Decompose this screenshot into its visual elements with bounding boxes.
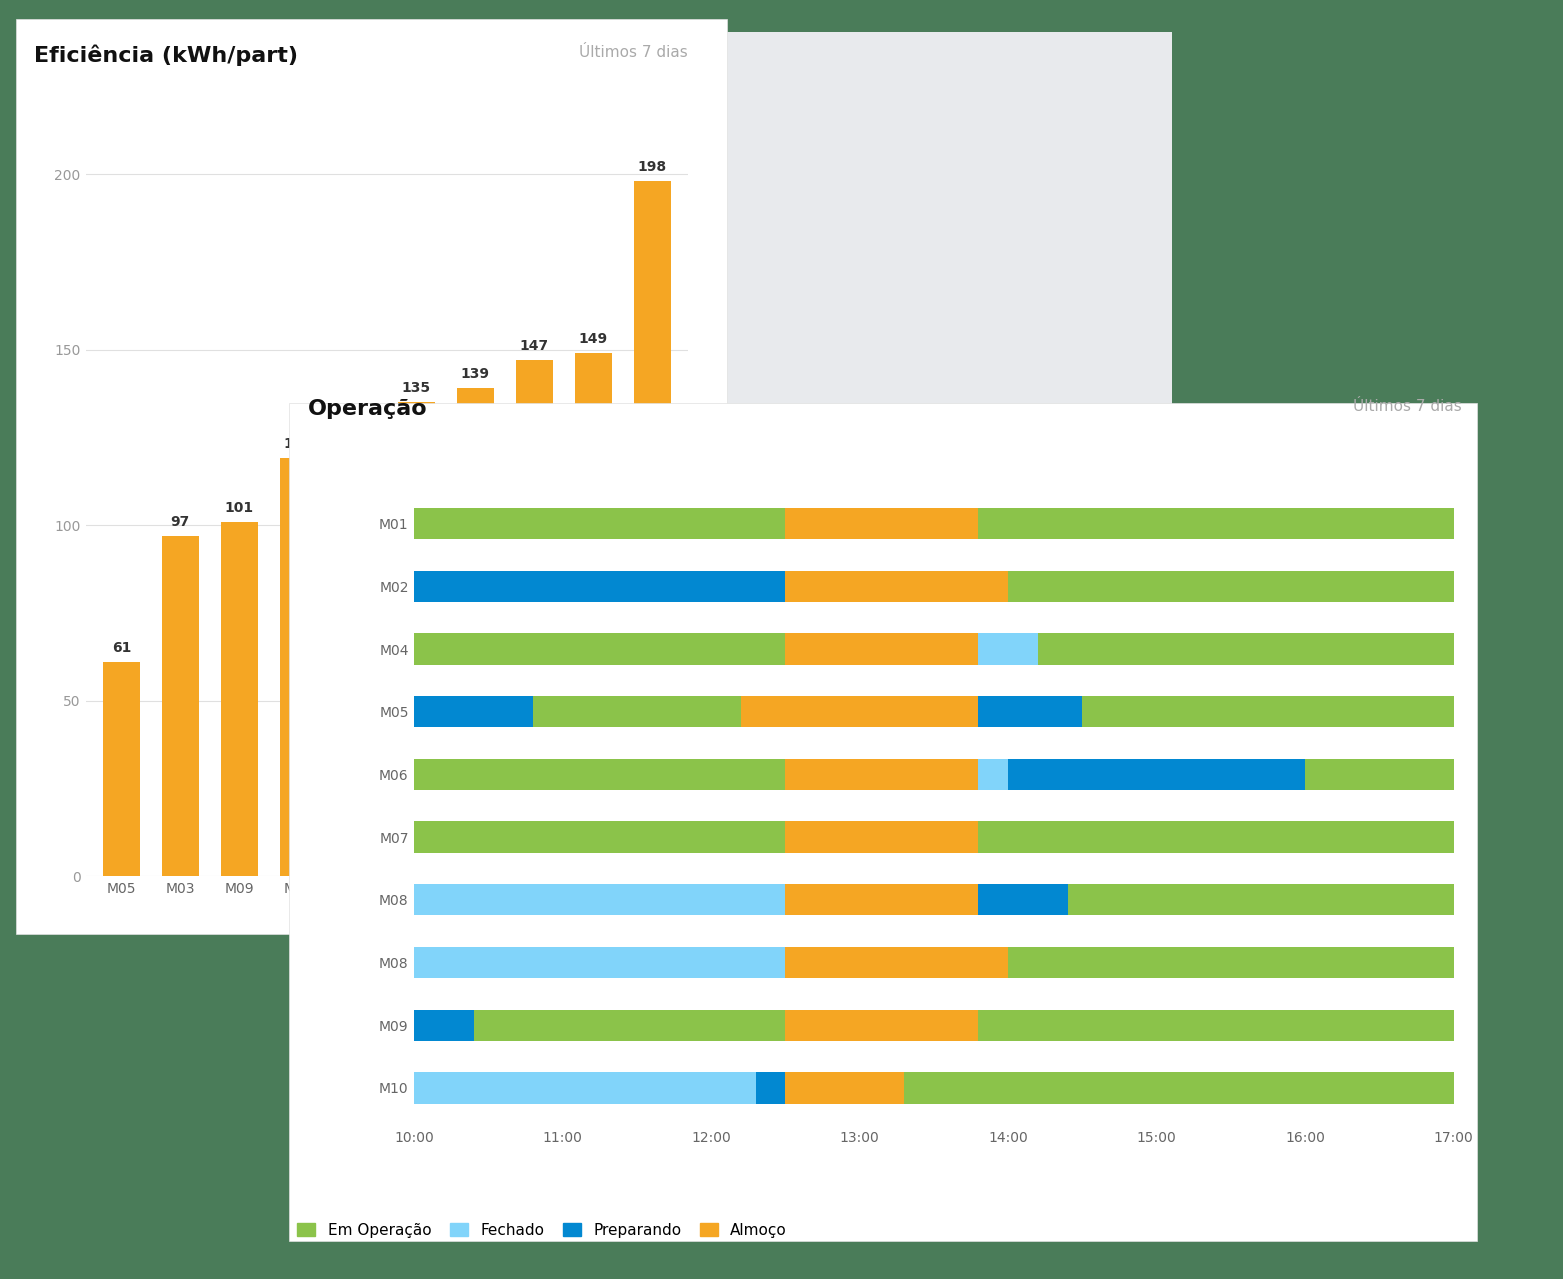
Bar <box>1082 696 1454 728</box>
Bar <box>978 821 1454 853</box>
Bar <box>414 633 785 665</box>
Text: Últimos 7 dias: Últimos 7 dias <box>1352 399 1461 414</box>
Bar <box>635 182 671 876</box>
Bar <box>456 389 494 876</box>
Bar <box>533 696 741 728</box>
Bar <box>785 758 978 790</box>
Text: 198: 198 <box>638 160 667 174</box>
Bar <box>414 508 785 540</box>
Bar <box>978 696 1082 728</box>
Bar <box>785 821 978 853</box>
Bar <box>785 884 978 916</box>
Bar <box>978 633 1038 665</box>
Bar <box>516 361 553 876</box>
Bar <box>785 508 978 540</box>
Bar <box>414 758 785 790</box>
Bar <box>1068 884 1454 916</box>
Text: 97: 97 <box>170 514 191 528</box>
Bar <box>220 522 258 876</box>
Bar <box>414 696 533 728</box>
Bar <box>785 946 1008 978</box>
Text: 126: 126 <box>342 413 372 427</box>
Bar <box>741 696 978 728</box>
Text: 101: 101 <box>225 500 253 514</box>
Text: 149: 149 <box>578 333 608 347</box>
Bar <box>414 884 785 916</box>
Bar <box>978 508 1454 540</box>
Bar <box>1008 946 1454 978</box>
Bar <box>978 1009 1454 1041</box>
Bar <box>756 1072 785 1104</box>
Bar <box>978 758 1008 790</box>
Bar <box>903 1072 1454 1104</box>
Text: Operação: Operação <box>308 399 428 420</box>
Bar <box>414 821 785 853</box>
Bar <box>163 536 199 876</box>
Legend: Em Operação, Fechado, Preparando, Almoço: Em Operação, Fechado, Preparando, Almoço <box>297 1223 786 1238</box>
Bar <box>785 1072 905 1104</box>
Bar <box>1305 758 1454 790</box>
Bar <box>280 458 317 876</box>
Bar <box>414 570 785 602</box>
Bar <box>1008 570 1454 602</box>
Bar <box>1008 758 1305 790</box>
Text: 135: 135 <box>402 381 431 395</box>
Text: 139: 139 <box>461 367 489 381</box>
Bar <box>399 403 435 876</box>
Bar <box>785 633 978 665</box>
Text: Eficiência (kWh/part): Eficiência (kWh/part) <box>34 45 299 67</box>
Text: 147: 147 <box>520 339 549 353</box>
Bar <box>103 663 139 876</box>
Bar <box>339 434 375 876</box>
Text: 119: 119 <box>284 437 313 451</box>
Bar <box>474 1009 785 1041</box>
Bar <box>785 570 1008 602</box>
Bar <box>414 946 785 978</box>
Bar <box>1038 633 1454 665</box>
Bar <box>785 1009 978 1041</box>
Bar <box>978 884 1068 916</box>
Text: 61: 61 <box>111 641 131 655</box>
Bar <box>575 353 611 876</box>
Bar <box>414 1009 474 1041</box>
Text: Últimos 7 dias: Últimos 7 dias <box>578 45 688 60</box>
Bar <box>414 1072 756 1104</box>
